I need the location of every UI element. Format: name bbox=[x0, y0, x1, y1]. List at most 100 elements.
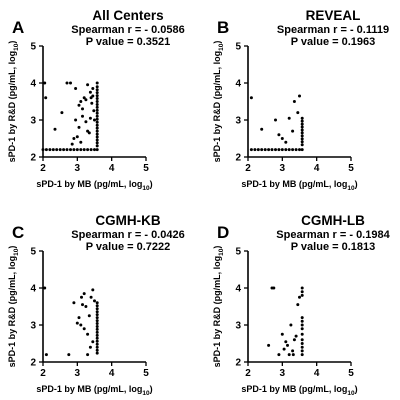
data-point bbox=[300, 290, 304, 294]
data-point bbox=[256, 148, 260, 152]
data-point bbox=[55, 148, 59, 152]
data-point bbox=[300, 319, 304, 323]
data-point bbox=[296, 303, 300, 307]
data-point bbox=[95, 129, 99, 133]
data-point bbox=[267, 343, 271, 347]
data-point bbox=[95, 94, 99, 98]
data-point bbox=[277, 353, 281, 357]
data-point bbox=[86, 148, 90, 152]
data-point bbox=[95, 85, 99, 89]
data-point bbox=[75, 321, 79, 325]
data-point bbox=[51, 148, 55, 152]
data-point bbox=[92, 109, 96, 113]
data-point bbox=[95, 91, 99, 95]
data-point bbox=[81, 114, 84, 118]
x-tick-label: 2 bbox=[40, 163, 46, 174]
data-point bbox=[95, 120, 99, 124]
y-axis-label: sPD-1 by R&D (pg/mL, log10) bbox=[7, 246, 20, 368]
data-point bbox=[43, 81, 47, 85]
data-point bbox=[95, 345, 99, 349]
data-point bbox=[300, 338, 304, 342]
data-point bbox=[89, 295, 93, 299]
data-point bbox=[79, 100, 83, 103]
data-point bbox=[289, 323, 293, 327]
data-point bbox=[62, 148, 66, 152]
data-point bbox=[260, 127, 264, 131]
data-point bbox=[287, 148, 291, 152]
data-point bbox=[91, 340, 95, 344]
data-point bbox=[82, 327, 86, 331]
data-point bbox=[263, 148, 267, 152]
y-axis-label: sPD-1 by R&D (pg/mL, log10) bbox=[7, 41, 20, 163]
data-point bbox=[69, 148, 72, 152]
y-axis-label-subscript: 10 bbox=[218, 43, 225, 51]
panel-title: CGMH-KB bbox=[95, 213, 160, 228]
x-tick-label: 2 bbox=[40, 368, 46, 379]
data-point bbox=[93, 148, 96, 152]
panel-title: CGMH-LB bbox=[301, 213, 365, 228]
data-point bbox=[300, 349, 304, 353]
data-point bbox=[95, 135, 99, 139]
data-point bbox=[249, 96, 253, 100]
data-point bbox=[88, 116, 92, 120]
y-tick-label: 3 bbox=[235, 116, 241, 127]
data-point bbox=[300, 143, 304, 147]
x-tick-label: 2 bbox=[245, 368, 251, 379]
data-point bbox=[86, 332, 90, 336]
data-point bbox=[300, 119, 304, 123]
y-axis-label-subscript: 10 bbox=[218, 248, 225, 256]
data-point bbox=[95, 141, 99, 145]
data-point bbox=[274, 118, 277, 122]
data-point bbox=[88, 345, 92, 349]
data-point bbox=[81, 303, 84, 307]
data-point bbox=[84, 305, 88, 308]
y-axis-label-end: ) bbox=[212, 246, 222, 249]
data-point bbox=[95, 313, 99, 317]
data-point bbox=[291, 148, 295, 152]
spearman-text: Spearman r = - 0.0426 bbox=[71, 229, 184, 241]
y-tick-label: 4 bbox=[30, 79, 36, 90]
panel-letter: C bbox=[12, 223, 24, 242]
data-point bbox=[79, 140, 83, 144]
data-point bbox=[95, 304, 99, 308]
data-point bbox=[95, 351, 99, 355]
data-point bbox=[292, 100, 296, 103]
x-axis-label-end: ) bbox=[355, 384, 358, 394]
y-axis-label-text: sPD-1 by R&D (pg/mL, log bbox=[7, 51, 17, 163]
data-point bbox=[72, 137, 76, 140]
data-point bbox=[86, 129, 90, 133]
data-point bbox=[95, 103, 99, 106]
data-point bbox=[95, 301, 99, 305]
data-point bbox=[300, 286, 304, 290]
data-point bbox=[48, 148, 52, 152]
spearman-text: Spearman r = - 0.1119 bbox=[277, 24, 389, 36]
data-point bbox=[91, 288, 95, 292]
x-tick-label: 2 bbox=[245, 163, 251, 174]
data-point bbox=[77, 316, 81, 320]
data-point bbox=[43, 286, 47, 290]
data-point bbox=[280, 137, 284, 140]
data-point bbox=[300, 332, 304, 336]
x-tick-label: 5 bbox=[143, 368, 149, 379]
data-point bbox=[72, 301, 76, 305]
data-point bbox=[72, 148, 76, 152]
panel-letter: D bbox=[217, 223, 229, 242]
x-axis-label-end: ) bbox=[150, 179, 153, 189]
data-point bbox=[95, 316, 99, 320]
p-value-text: P value = 0.1963 bbox=[291, 36, 376, 48]
data-point bbox=[91, 94, 95, 98]
panel-letter: A bbox=[12, 18, 24, 37]
data-point bbox=[296, 111, 300, 115]
p-value-text: P value = 0.7222 bbox=[86, 241, 171, 253]
data-point bbox=[298, 94, 301, 98]
data-point bbox=[95, 333, 99, 337]
data-point bbox=[58, 148, 62, 152]
data-point bbox=[53, 127, 57, 131]
data-point bbox=[95, 310, 99, 314]
data-point bbox=[95, 342, 99, 346]
x-tick-label: 3 bbox=[280, 163, 286, 174]
data-point bbox=[300, 316, 304, 320]
